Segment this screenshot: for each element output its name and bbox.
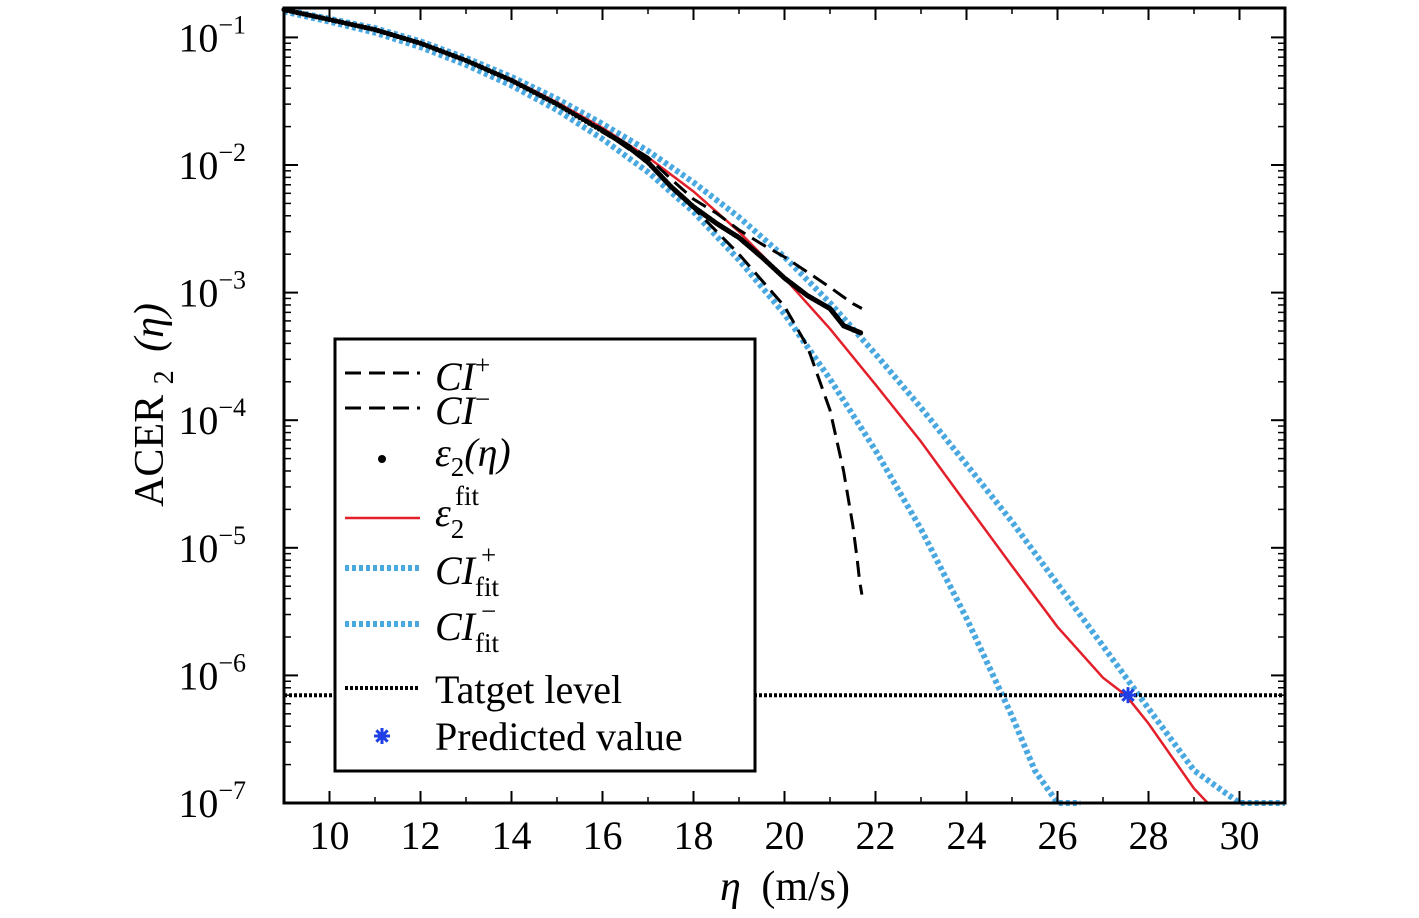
axes-layer: 10 12 14 16 18 20 22 24 26 28 3010−110−210−310−410… <box>178 8 1285 858</box>
x-tick-label: 18 <box>674 813 714 858</box>
x-tick-label: 12 <box>401 813 441 858</box>
star-stroke <box>375 729 389 743</box>
legend-epsilon-sub: 2 <box>451 452 465 482</box>
x-tick-label: 16 <box>583 813 623 858</box>
y-tick-exponent: −1 <box>218 10 246 39</box>
x-tick-label: 10 <box>310 813 350 858</box>
legend-sample-dot <box>378 455 386 463</box>
x-tick-label: 28 <box>1129 813 1169 858</box>
legend-ci-minus: CI− <box>435 384 490 433</box>
legend-ci-fit-plus-sup: + <box>481 540 496 570</box>
series--2 <box>281 7 864 336</box>
legend-samples <box>345 371 420 744</box>
legend-target-level: Tatget level <box>435 667 622 712</box>
x-tick-label: 22 <box>856 813 896 858</box>
y-tick-label: 10−1 <box>178 10 246 60</box>
y-tick-base: 10 <box>178 653 218 698</box>
x-tick-label: 26 <box>1038 813 1078 858</box>
data-point <box>857 330 864 336</box>
legend-box <box>333 337 757 773</box>
legend-epsilon-label: ε <box>435 430 451 475</box>
legend-epsilon-fit-label: ε <box>435 490 451 535</box>
legend-ci-fit-minus-label: CI <box>435 604 477 649</box>
y-tick-exponent: −7 <box>218 776 246 805</box>
legend-ci-fit-plus: CIfit <box>435 548 499 602</box>
legend-epsilon-suffix: (η) <box>464 430 510 475</box>
legend-ci-fit-plus-label: CI <box>435 548 477 593</box>
y-tick-label: 10−3 <box>178 266 246 316</box>
legend-ci-fit-minus-sup: − <box>481 596 496 626</box>
y-tick-label: 10−2 <box>178 138 246 188</box>
y-tick-base: 10 <box>178 271 218 316</box>
y-tick-base: 10 <box>178 781 218 826</box>
y-tick-exponent: −5 <box>218 521 246 550</box>
series-ci-fit <box>283 8 1081 806</box>
y-axis-sub: 2 <box>149 370 180 384</box>
legend-ci-plus: CI+ <box>435 350 490 399</box>
y-tick-label: 10−7 <box>178 776 246 826</box>
predicted-value-marker <box>1120 687 1137 704</box>
star-stroke <box>1121 688 1135 702</box>
y-axis-arg: (η) <box>127 303 173 352</box>
legend-epsilon-fit: ε2 <box>435 490 464 544</box>
y-tick-label: 10−4 <box>178 393 246 443</box>
series-ci-fit <box>283 6 1285 806</box>
y-tick-base: 10 <box>178 526 218 571</box>
y-tick-base: 10 <box>178 15 218 60</box>
legend: CI+ CI− ε2(η) ε2 fit CIfit + CIfit − Tat… <box>333 337 757 773</box>
legend-ci-plus-label: CI <box>435 354 477 399</box>
legend-sample-star <box>374 728 390 744</box>
legend-epsilon-fit-sup: fit <box>455 481 479 511</box>
y-tick-exponent: −3 <box>218 266 246 295</box>
legend-epsilon-fit-sub: 2 <box>451 514 465 544</box>
legend-ci-plus-sup: + <box>475 350 490 380</box>
y-axis-main: ACER <box>127 395 173 507</box>
y-tick-exponent: −6 <box>218 648 246 677</box>
x-axis-label: η (m/s) <box>720 864 850 910</box>
x-tick-label: 24 <box>947 813 987 858</box>
legend-ci-minus-sup: − <box>475 384 490 414</box>
x-tick-label: 14 <box>492 813 532 858</box>
y-axis-label: ACER 2 (η) <box>127 303 183 507</box>
series-layer <box>281 6 1285 806</box>
legend-ci-fit-minus: CIfit <box>435 604 499 658</box>
y-tick-exponent: −4 <box>218 393 246 422</box>
y-tick-label: 10−5 <box>178 521 246 571</box>
x-tick-label: 30 <box>1220 813 1260 858</box>
legend-predicted-value: Predicted value <box>435 714 683 759</box>
y-tick-label: 10−6 <box>178 648 246 698</box>
x-axis-unit: (m/s) <box>761 864 850 910</box>
y-tick-exponent: −2 <box>218 138 246 167</box>
legend-ci-fit-minus-sub: fit <box>475 628 499 658</box>
legend-ci-fit-plus-sub: fit <box>475 572 499 602</box>
legend-epsilon: ε2(η) <box>435 430 511 482</box>
x-tick-label: 20 <box>765 813 805 858</box>
x-axis-symbol: η <box>720 864 741 910</box>
y-tick-base: 10 <box>178 143 218 188</box>
y-tick-base: 10 <box>178 398 218 443</box>
legend-ci-minus-label: CI <box>435 388 477 433</box>
